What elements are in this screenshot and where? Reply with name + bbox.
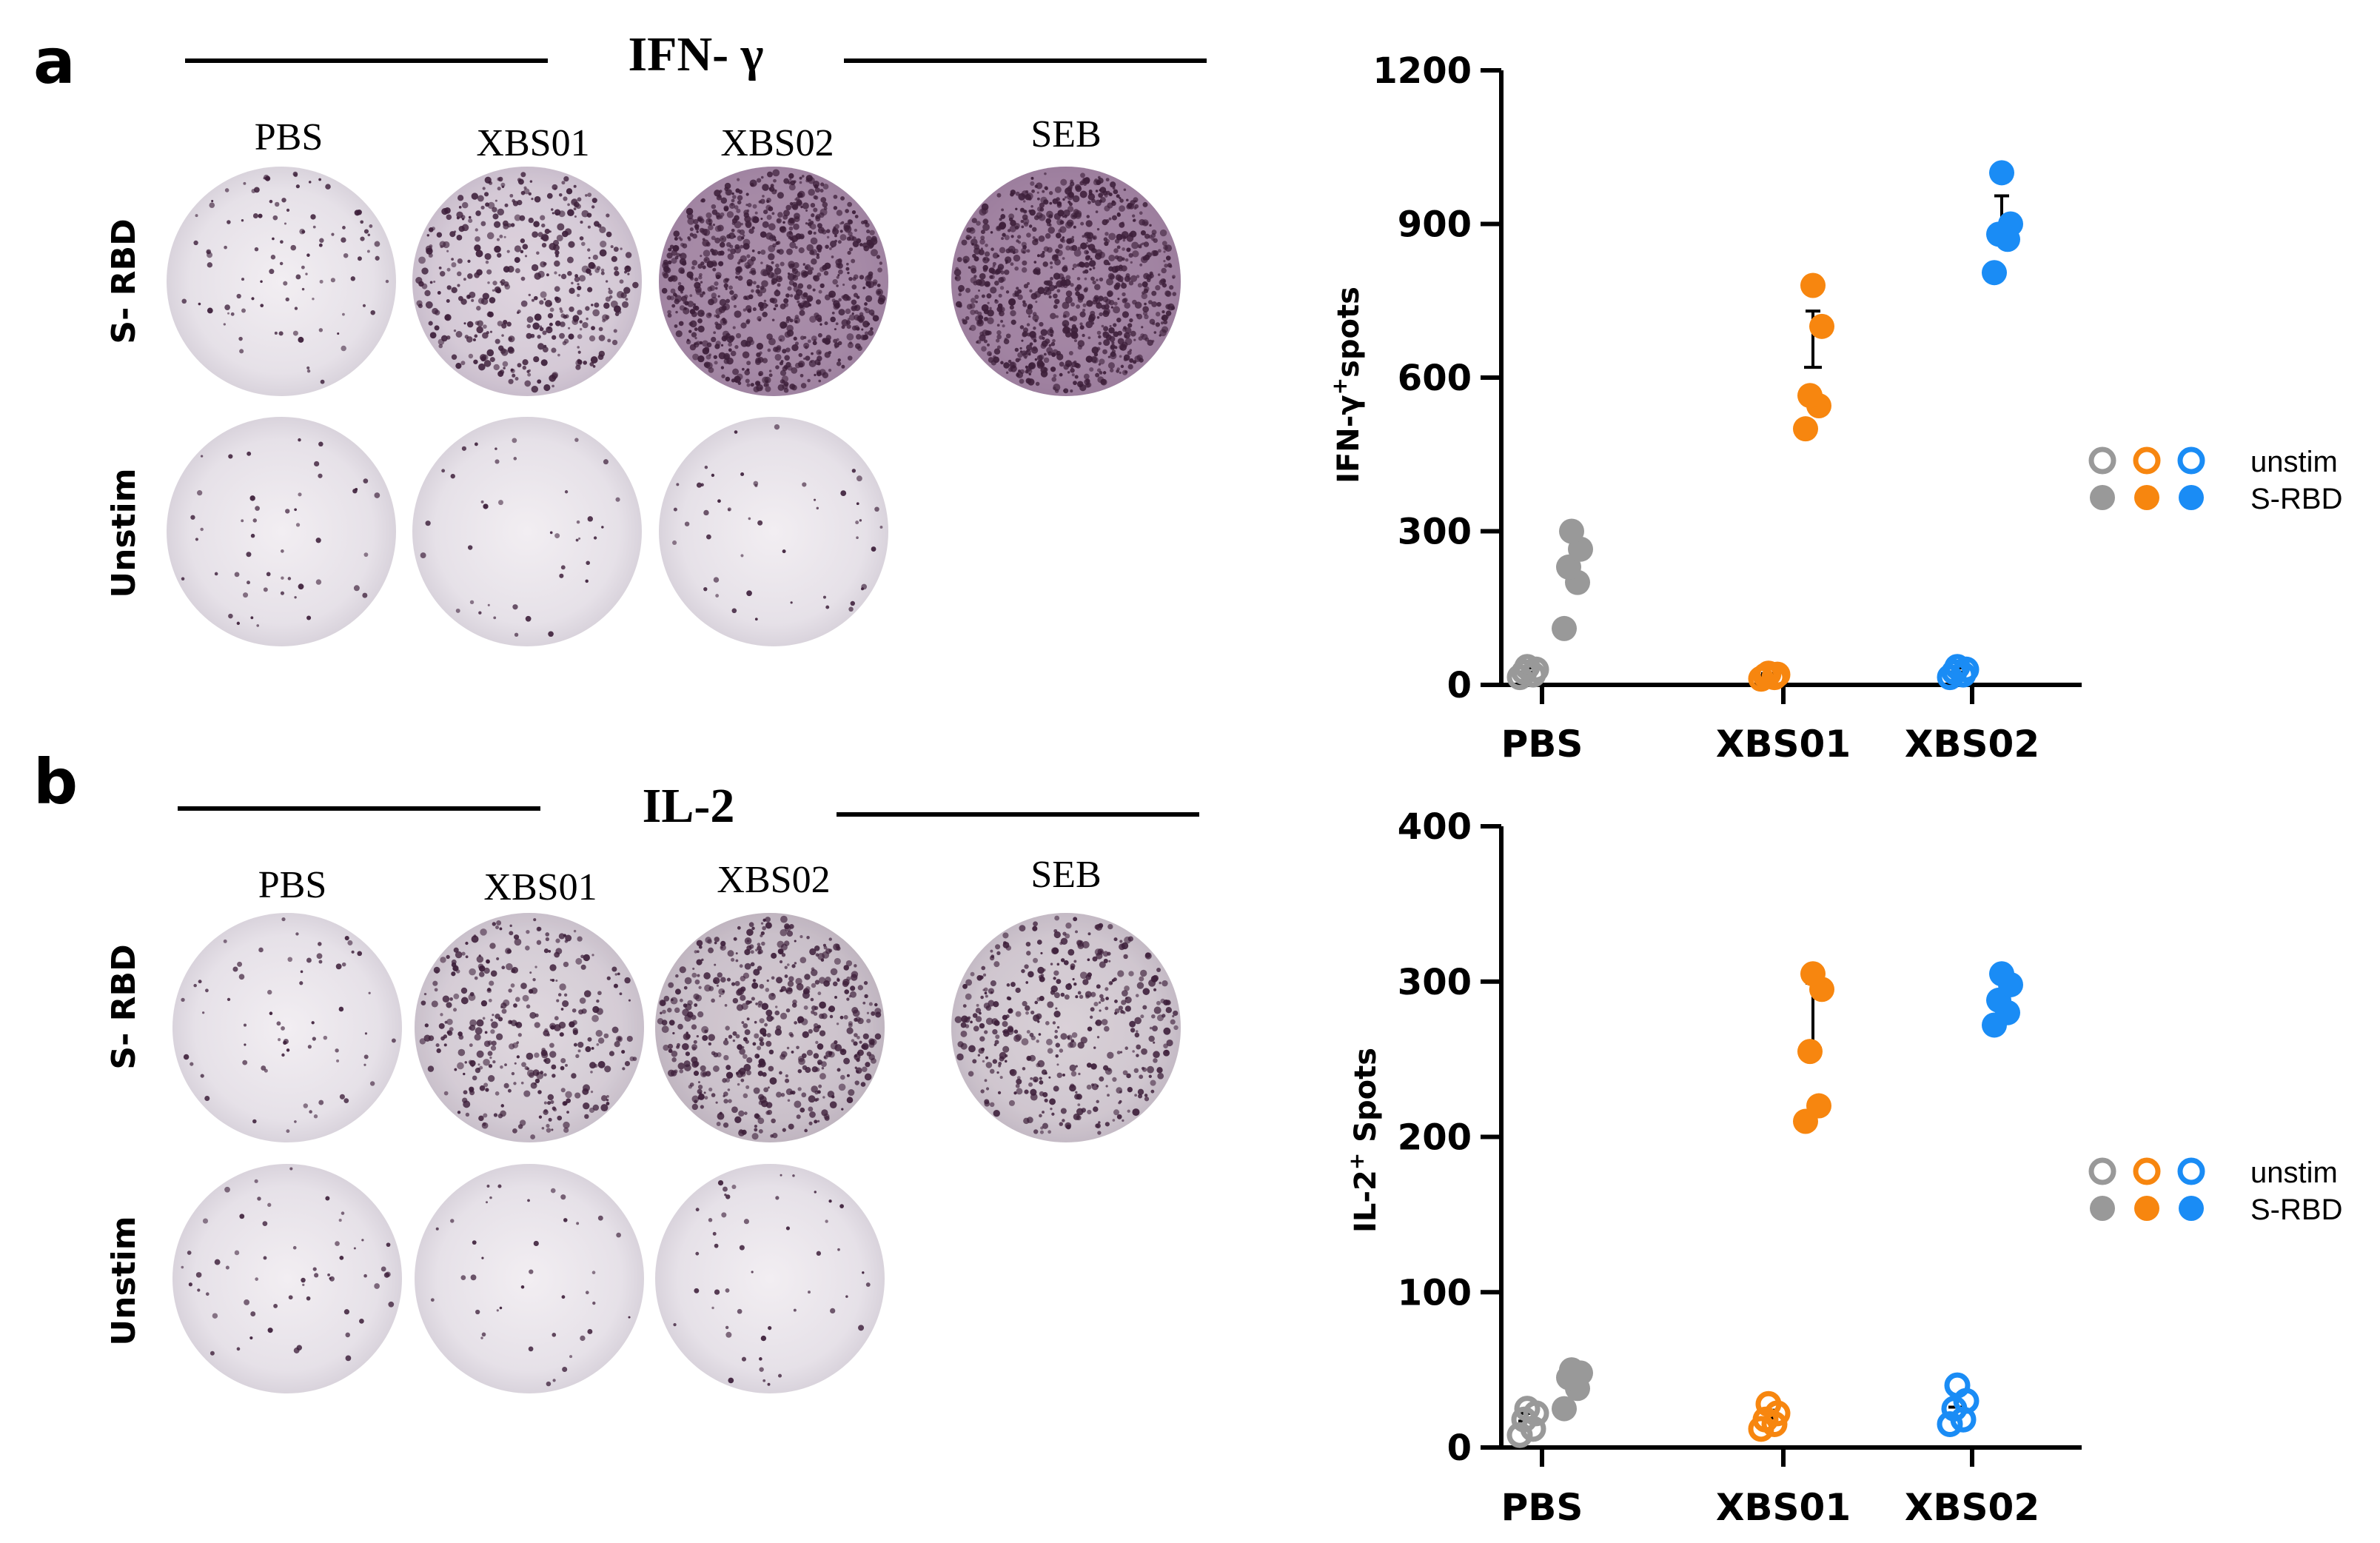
- data-point-S-RBD: [1800, 961, 1826, 987]
- x-tick-label: PBS: [1501, 723, 1583, 766]
- data-point-S-RBD: [1989, 160, 2014, 186]
- y-tick-label: 0: [1447, 1427, 1472, 1469]
- col-label-a-seb: SEB: [1030, 113, 1101, 155]
- legend-b-srbd-xbs02-marker: [2179, 1196, 2204, 1221]
- data-point-unstim: [1944, 1372, 1971, 1399]
- row-label-a-srbd: S- RBD: [105, 218, 143, 344]
- row-label-a-unstim: Unstim: [105, 468, 143, 598]
- data-point-unstim: [1514, 654, 1541, 680]
- y-tick-label: 400: [1398, 806, 1472, 848]
- legend-b: unstim S-RBD: [2088, 1157, 2342, 1226]
- legend-a-unstim-pbs-marker: [2088, 446, 2116, 475]
- col-label-b-xbs02: XBS02: [717, 859, 830, 901]
- legend-a-srbd-xbs01-marker: [2134, 485, 2159, 510]
- well-a-unstim-pbs: [167, 417, 396, 646]
- well-a-unstim-xbs02: [659, 417, 888, 646]
- well-a-srbd-pbs: [167, 167, 396, 396]
- data-point-S-RBD: [1559, 1357, 1584, 1383]
- data-point-S-RBD: [1989, 961, 2014, 987]
- data-point-S-RBD: [1559, 518, 1584, 544]
- data-point-unstim: [1937, 1411, 1963, 1438]
- data-point-S-RBD: [1800, 272, 1826, 298]
- well-b-srbd-xbs02: [655, 913, 885, 1142]
- well-b-srbd-seb: [951, 913, 1181, 1142]
- well-b-unstim-pbs: [172, 1164, 402, 1393]
- legend-a-srbd-label: S-RBD: [2250, 483, 2342, 515]
- data-point-unstim: [1944, 654, 1971, 680]
- data-point-unstim: [1506, 1422, 1533, 1448]
- col-label-b-pbs: PBS: [258, 864, 327, 906]
- well-b-srbd-xbs01: [415, 913, 644, 1142]
- data-point-S-RBD: [1809, 313, 1834, 339]
- legend-a-unstim-label: unstim: [2250, 446, 2338, 478]
- data-point-S-RBD: [1797, 1039, 1823, 1065]
- y-tick-label: 1200: [1372, 50, 1472, 92]
- il2-scatter-chart: 0 100 200 300 400 PBS XBS01 XBS02 IL-2+ Spots: [1344, 806, 2082, 1529]
- well-b-unstim-xbs02: [655, 1164, 885, 1393]
- x-tick-label: XBS02: [1905, 723, 2039, 766]
- y-tick-label: 200: [1398, 1117, 1472, 1159]
- y-tick-label: 100: [1398, 1272, 1472, 1313]
- well-b-unstim-xbs01: [415, 1164, 644, 1393]
- well-b-srbd-pbs: [172, 913, 402, 1142]
- legend-b-unstim-xbs02-marker: [2177, 1157, 2205, 1185]
- panel-letter-a: a: [33, 25, 76, 98]
- well-a-unstim-xbs01: [412, 417, 642, 646]
- legend-b-srbd-pbs-marker: [2090, 1196, 2115, 1221]
- well-a-srbd-xbs02: [659, 167, 888, 396]
- col-label-b-seb: SEB: [1030, 854, 1101, 896]
- col-label-a-xbs02: XBS02: [720, 122, 834, 164]
- x-tick-label: XBS01: [1716, 723, 1851, 766]
- col-label-a-xbs01: XBS01: [476, 122, 589, 164]
- data-point-unstim: [1755, 1390, 1782, 1417]
- data-point-S-RBD: [1998, 211, 2023, 237]
- y-tick-label: 300: [1398, 962, 1472, 1003]
- legend-a-srbd-xbs02-marker: [2179, 485, 2204, 510]
- panel-title-a: IFN- γ: [628, 27, 763, 81]
- data-point-S-RBD: [1793, 416, 1818, 442]
- panel-letter-b: b: [33, 746, 78, 818]
- col-label-a-pbs: PBS: [255, 116, 324, 158]
- well-a-srbd-seb: [951, 167, 1181, 396]
- y-tick-label: 300: [1398, 512, 1472, 553]
- x-tick-label: XBS01: [1716, 1486, 1851, 1529]
- y-tick-label: 900: [1398, 204, 1472, 246]
- legend-b-srbd-label: S-RBD: [2250, 1194, 2342, 1226]
- legend-a-unstim-xbs01-marker: [2133, 446, 2161, 475]
- y-axis-label: IL-2+ Spots: [1344, 1048, 1383, 1233]
- y-tick-label: 0: [1447, 665, 1472, 706]
- row-label-b-unstim: Unstim: [105, 1216, 143, 1345]
- col-label-b-xbs01: XBS01: [483, 866, 597, 908]
- legend-b-unstim-xbs01-marker: [2133, 1157, 2161, 1185]
- legend-b-unstim-label: unstim: [2250, 1157, 2338, 1189]
- legend-a: unstim S-RBD: [2088, 446, 2342, 515]
- data-point-S-RBD: [1806, 1093, 1831, 1119]
- data-point-unstim: [1514, 1396, 1541, 1422]
- data-point-S-RBD: [1982, 260, 2007, 286]
- ifn-gamma-scatter-chart: 0 300 600 900 1200 PBS XBS01 XBS02 IFN-γ+spots: [1327, 50, 2082, 766]
- legend-a-srbd-pbs-marker: [2090, 485, 2115, 510]
- x-tick-label: PBS: [1501, 1486, 1583, 1529]
- data-point-S-RBD: [1797, 383, 1823, 409]
- y-tick-label: 600: [1398, 358, 1472, 399]
- legend-b-unstim-pbs-marker: [2088, 1157, 2116, 1185]
- y-axis-label: IFN-γ+spots: [1327, 287, 1366, 483]
- panel-title-b: IL-2: [643, 779, 735, 833]
- legend-b-srbd-xbs01-marker: [2134, 1196, 2159, 1221]
- well-a-srbd-xbs01: [412, 167, 642, 396]
- data-point-S-RBD: [1552, 615, 1577, 641]
- x-tick-label: XBS02: [1905, 1486, 2039, 1529]
- data-point-unstim: [1755, 660, 1782, 687]
- legend-a-unstim-xbs02-marker: [2177, 446, 2205, 475]
- data-point-S-RBD: [1556, 554, 1581, 580]
- data-point-S-RBD: [1552, 1396, 1577, 1422]
- elispot-well-images: [167, 167, 1181, 1393]
- row-label-b-srbd: S- RBD: [105, 944, 143, 1069]
